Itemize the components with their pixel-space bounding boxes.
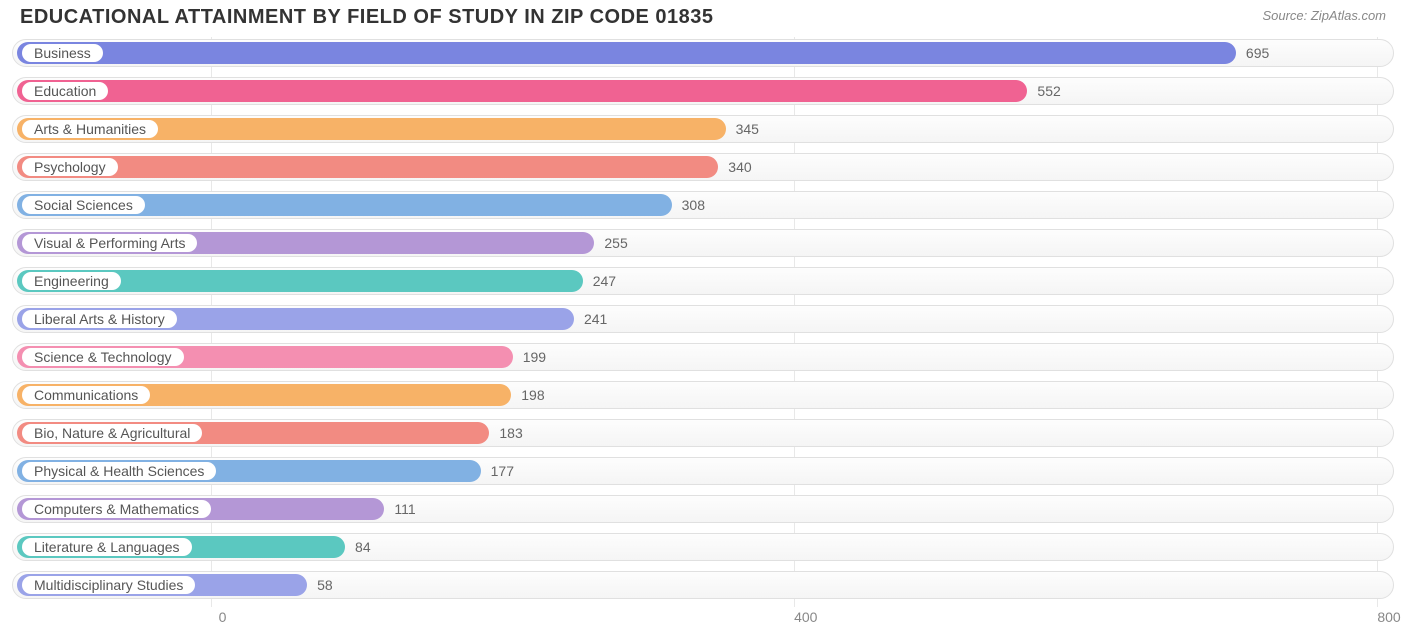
bar-value: 177 <box>491 455 514 487</box>
bar-label: Communications <box>22 386 150 404</box>
bar-label: Multidisciplinary Studies <box>22 576 195 594</box>
source-label: Source: ZipAtlas.com <box>1262 8 1386 23</box>
bar-row: Psychology 340 <box>12 151 1394 183</box>
bar-row: Arts & Humanities 345 <box>12 113 1394 145</box>
x-axis-tick: 0 <box>219 609 227 625</box>
bar-value: 58 <box>317 569 333 601</box>
bar-fill <box>17 80 1027 102</box>
bar-label: Liberal Arts & History <box>22 310 177 328</box>
bar-row: Engineering 247 <box>12 265 1394 297</box>
bar-row: Multidisciplinary Studies 58 <box>12 569 1394 601</box>
bar-label: Physical & Health Sciences <box>22 462 216 480</box>
chart-area: Business 695 Education 552 Arts & Humanities… <box>0 37 1406 631</box>
bar-row: Business 695 <box>12 37 1394 69</box>
bar-label: Bio, Nature & Agricultural <box>22 424 202 442</box>
bar-label: Social Sciences <box>22 196 145 214</box>
bar-row: Computers & Mathematics 111 <box>12 493 1394 525</box>
bar-label: Engineering <box>22 272 121 290</box>
bar-value: 695 <box>1246 37 1269 69</box>
bar-row: Physical & Health Sciences 177 <box>12 455 1394 487</box>
bar-value: 255 <box>604 227 627 259</box>
bar-label: Business <box>22 44 103 62</box>
bar-value: 111 <box>394 493 415 525</box>
bar-value: 340 <box>728 151 751 183</box>
bar-row: Communications 198 <box>12 379 1394 411</box>
bar-value: 241 <box>584 303 607 335</box>
bar-label: Literature & Languages <box>22 538 192 556</box>
bar-value: 552 <box>1037 75 1060 107</box>
bar-value: 183 <box>499 417 522 449</box>
bar-row: Social Sciences 308 <box>12 189 1394 221</box>
bar-fill <box>17 156 718 178</box>
bar-row: Science & Technology 199 <box>12 341 1394 373</box>
bar-value: 308 <box>682 189 705 221</box>
bar-label: Visual & Performing Arts <box>22 234 197 252</box>
bar-value: 199 <box>523 341 546 373</box>
x-axis: 0400800 <box>12 607 1394 631</box>
bar-row: Education 552 <box>12 75 1394 107</box>
bar-value: 198 <box>521 379 544 411</box>
bar-row: Visual & Performing Arts 255 <box>12 227 1394 259</box>
bar-row: Literature & Languages 84 <box>12 531 1394 563</box>
bar-label: Science & Technology <box>22 348 184 366</box>
chart-header: EDUCATIONAL ATTAINMENT BY FIELD OF STUDY… <box>0 0 1406 37</box>
bar-label: Computers & Mathematics <box>22 500 211 518</box>
x-axis-tick: 400 <box>794 609 817 625</box>
bar-label: Arts & Humanities <box>22 120 158 138</box>
bar-fill <box>17 42 1236 64</box>
bar-label: Education <box>22 82 108 100</box>
bar-value: 247 <box>593 265 616 297</box>
x-axis-tick: 800 <box>1377 609 1400 625</box>
bar-row: Liberal Arts & History 241 <box>12 303 1394 335</box>
bar-row: Bio, Nature & Agricultural 183 <box>12 417 1394 449</box>
bar-label: Psychology <box>22 158 118 176</box>
chart-title: EDUCATIONAL ATTAINMENT BY FIELD OF STUDY… <box>20 6 714 29</box>
bar-value: 84 <box>355 531 371 563</box>
bar-value: 345 <box>736 113 759 145</box>
